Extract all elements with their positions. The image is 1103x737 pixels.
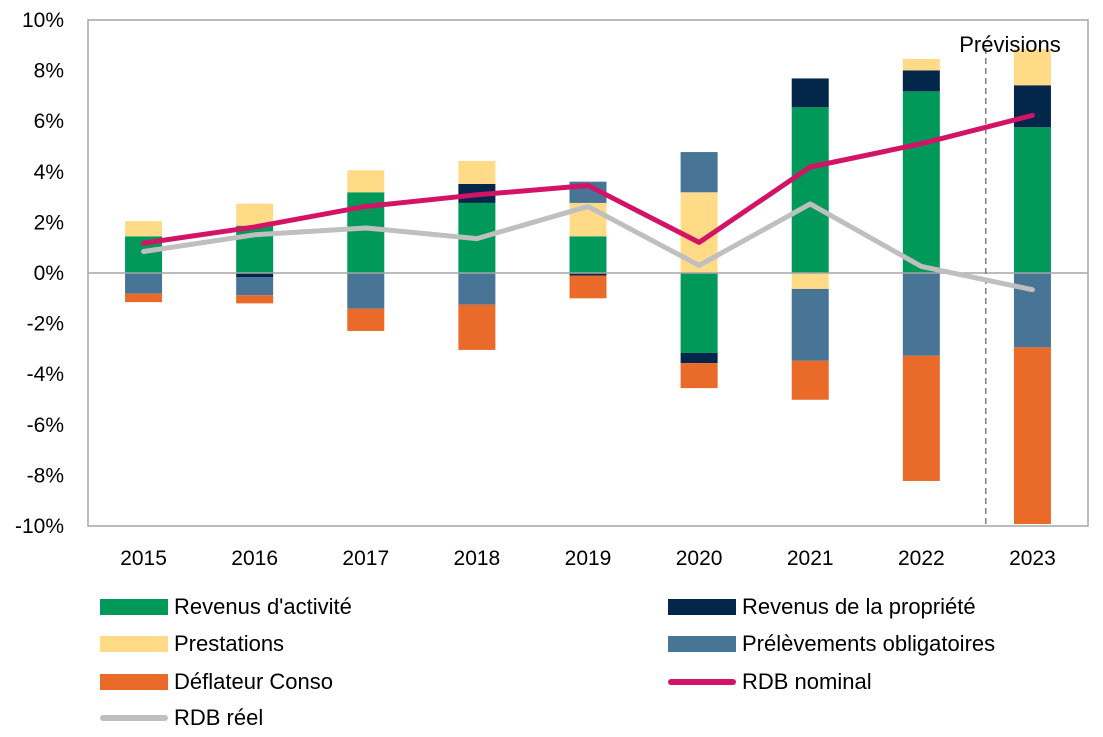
y-tick-label: 10% [22,9,64,32]
x-tick-label: 2016 [231,547,278,570]
bar-prestations-2018 [458,160,496,184]
x-tick-label: 2018 [454,547,501,570]
bar-d-flateur-conso-2021 [791,360,829,400]
bar-prestations-2016 [236,203,274,226]
bar-prestations-2021 [791,273,829,289]
legend-swatch [100,674,168,690]
bar-d-flateur-conso-2016 [236,295,274,304]
legend-deflateur: Déflateur Conso [100,669,333,695]
bar-d-flateur-conso-2022 [902,355,940,481]
y-tick-label: -10% [15,515,64,538]
y-tick-label: -8% [27,464,64,487]
legend-rdb-nominal: RDB nominal [668,669,872,695]
legend-swatch [668,636,736,652]
bar-pr-l-vements-obligatoires-2017 [347,273,385,309]
bar-pr-l-vements-obligatoires-2015 [125,273,163,294]
legend-label: Déflateur Conso [174,669,333,694]
legend-label: Prestations [174,631,285,656]
bar-d-flateur-conso-2017 [347,308,385,331]
legend-rdb-reel: RDB réel [100,705,263,731]
chart: -10% -8% -6% -4% -2% 0% 2% 4% 6% 8% 10% 2015 2016 201… [15,9,1089,570]
legend-line [668,679,736,685]
legend-label: Revenus de la propriété [742,594,976,619]
bar-prestations-2023 [1013,49,1051,86]
legend-revenus-activite: Revenus d'activité [100,594,352,620]
bar-prestations-2022 [902,58,940,71]
bar-revenus-d-activit--2020 [680,273,718,353]
legend-prelevements: Prélèvements obligatoires [668,631,995,657]
bar-d-flateur-conso-2019 [569,275,607,299]
bar-revenus-d-activit--2023 [1013,127,1051,273]
y-tick-label: -4% [27,363,64,386]
bar-revenus-de-la-propri-t--2021 [791,78,829,108]
bar-d-flateur-conso-2023 [1013,347,1051,524]
x-tick-label: 2019 [565,547,612,570]
bar-pr-l-vements-obligatoires-2023 [1013,273,1051,348]
legend-swatch [668,599,736,615]
bar-pr-l-vements-obligatoires-2021 [791,288,829,361]
x-tick-label: 2022 [898,547,945,570]
bar-revenus-de-la-propri-t--2022 [902,70,940,92]
y-tick-label: -2% [27,313,64,336]
legend-line [100,715,168,721]
bar-revenus-d-activit--2022 [902,91,940,273]
bar-pr-l-vements-obligatoires-2022 [902,273,940,356]
bar-prestations-2017 [347,170,385,193]
bar-d-flateur-conso-2020 [680,363,718,389]
bar-pr-l-vements-obligatoires-2016 [236,277,274,296]
bar-d-flateur-conso-2015 [125,293,163,303]
forecast-annotation: Prévisions [959,32,1060,57]
y-tick-label: 8% [34,60,64,83]
y-tick-label: -6% [27,414,64,437]
bar-revenus-de-la-propri-t--2016 [236,273,274,278]
bar-d-flateur-conso-2018 [458,304,496,350]
legend-label: RDB réel [174,705,264,730]
legend-label: Prélèvements obligatoires [742,631,996,656]
bar-pr-l-vements-obligatoires-2020 [680,152,718,193]
bar-prestations-2015 [125,221,163,237]
x-tick-label: 2017 [342,547,389,570]
x-tick-label: 2015 [120,547,167,570]
legend-label: Revenus d'activité [174,594,352,619]
x-tick-label: 2021 [787,547,834,570]
bar-revenus-d-activit--2019 [569,236,607,273]
y-tick-label: 0% [34,262,64,285]
legend-swatch [100,636,168,652]
bar-revenus-de-la-propri-t--2020 [680,352,718,364]
bar-revenus-d-activit--2021 [791,107,829,273]
bar-pr-l-vements-obligatoires-2018 [458,273,496,305]
x-tick-label: 2023 [1009,547,1056,570]
y-tick-label: 4% [34,161,64,184]
legend-swatch [100,599,168,615]
y-tick-label: 2% [34,211,64,234]
y-tick-label: 6% [34,110,64,133]
bar-revenus-de-la-propri-t--2019 [569,273,607,276]
legend-prestations: Prestations [100,631,284,657]
legend-label: RDB nominal [742,669,872,694]
legend-revenus-propriete: Revenus de la propriété [668,594,976,620]
x-tick-label: 2020 [676,547,723,570]
